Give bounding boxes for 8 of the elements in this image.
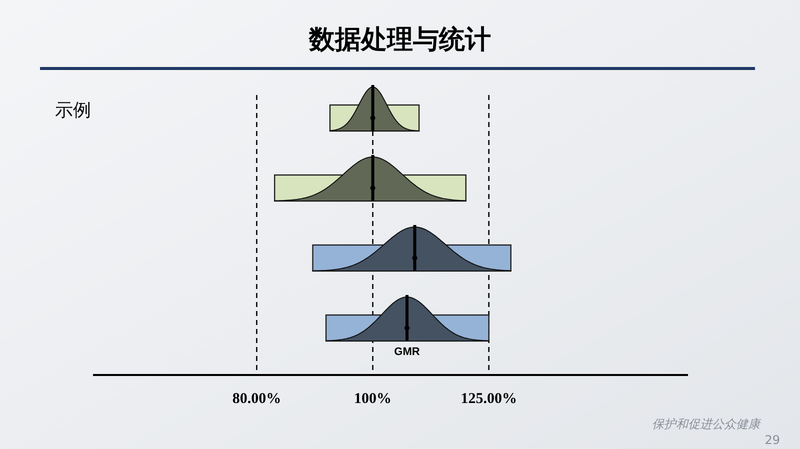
text: 29 — [764, 433, 780, 447]
chart-subtitle: 示例 — [55, 100, 91, 121]
x-tick-label: 100% — [354, 391, 392, 407]
x-tick-label: 125.00% — [460, 391, 517, 407]
chart-title: 数据处理与统计 — [308, 25, 491, 55]
annotation: GMR — [394, 346, 420, 358]
text: 保护和促进公众健康 — [652, 417, 762, 431]
x-tick-label: 80.00% — [232, 391, 282, 407]
